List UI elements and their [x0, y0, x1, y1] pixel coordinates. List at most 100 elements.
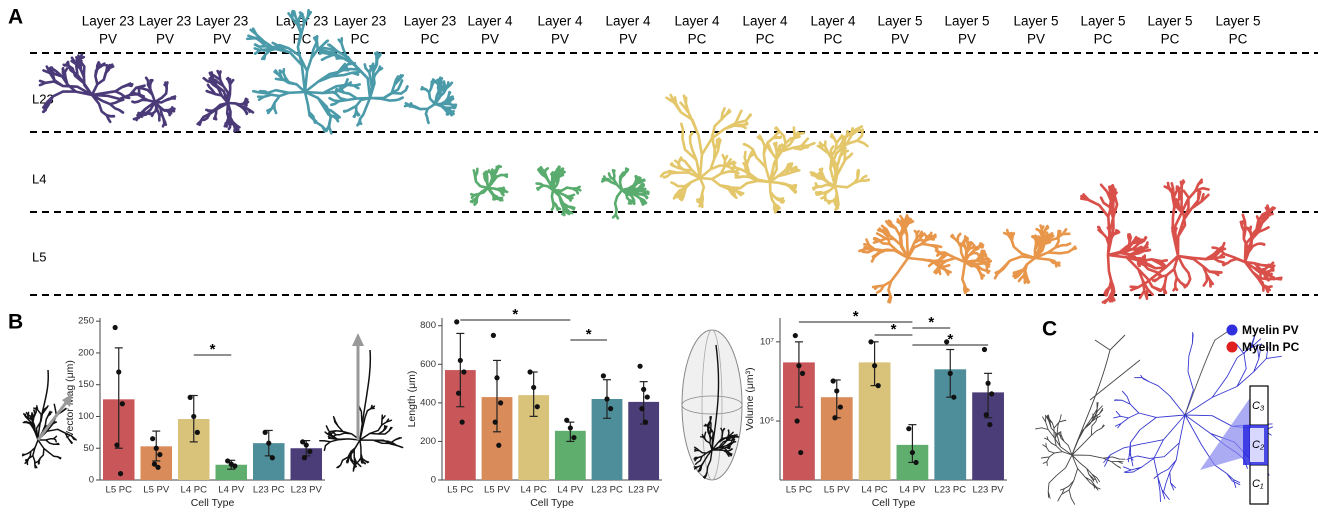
data-point — [150, 436, 156, 442]
neuron-morphology — [1129, 178, 1227, 295]
neuron-morphology — [38, 53, 146, 124]
data-point — [114, 442, 120, 448]
data-point — [455, 390, 462, 396]
column-type: PC — [688, 32, 707, 47]
data-point — [981, 346, 988, 353]
panel-label: B — [8, 311, 23, 334]
segment-label: C₃ — [1252, 400, 1265, 412]
column-layer: Layer 23 — [139, 14, 192, 29]
significance-star: * — [928, 314, 934, 331]
significance-star: * — [853, 308, 859, 325]
y-tick-label: 0 — [89, 475, 94, 486]
neuron-morphology — [1035, 402, 1126, 505]
column-layer: Layer 4 — [537, 14, 583, 29]
x-tick-label: L4 PC — [520, 485, 547, 496]
data-point — [496, 442, 502, 448]
data-point — [951, 394, 957, 400]
column-layer: Layer 5 — [1215, 14, 1260, 29]
data-point — [947, 370, 953, 376]
data-point — [600, 373, 607, 379]
data-point — [151, 461, 158, 467]
data-point — [604, 396, 610, 402]
data-point — [868, 339, 874, 345]
x-tick-label: L5 PV — [824, 485, 851, 496]
data-point — [457, 357, 463, 364]
icon-neurite — [711, 344, 720, 451]
neuron-morphology — [858, 214, 952, 304]
x-tick-label: L4 PV — [899, 485, 926, 496]
data-point — [913, 459, 919, 466]
x-tick-label: L4 PV — [218, 485, 245, 496]
icon-ellipsoid — [681, 329, 743, 481]
icon-ellipsoid-ring — [681, 395, 743, 415]
column-type: PC — [824, 32, 843, 47]
y-tick-label: 0 — [431, 475, 436, 486]
data-point — [799, 370, 806, 376]
significance-star: * — [586, 326, 592, 343]
x-tick-label: L5 PC — [786, 485, 813, 496]
data-point — [490, 332, 496, 338]
icon-neurite — [37, 369, 49, 441]
column-type: PV — [551, 32, 569, 47]
y-tick-label: 200 — [420, 436, 436, 447]
column-type: PV — [481, 32, 499, 47]
column-layer: Layer 5 — [877, 14, 922, 29]
data-point — [191, 413, 197, 420]
data-point — [792, 332, 798, 339]
column-layer: Layer 4 — [467, 14, 513, 29]
y-tick-label: 10⁷ — [760, 336, 775, 347]
significance-star: * — [210, 341, 216, 358]
column-type: PV — [958, 32, 976, 47]
data-point — [639, 406, 645, 412]
icon-ellipsoid-ring — [701, 329, 723, 481]
y-tick-label: 200 — [78, 347, 94, 358]
y-axis-title: Length (μm) — [406, 371, 418, 428]
significance-star: * — [891, 321, 897, 338]
column-layer: Layer 23 — [82, 14, 135, 29]
data-point — [567, 425, 573, 431]
x-tick-label: L5 PC — [106, 485, 133, 496]
y-tick-label: 100 — [78, 411, 94, 422]
column-type: PC — [756, 32, 775, 47]
column-layer: Layer 23 — [334, 14, 387, 29]
neuron-morphology — [927, 232, 993, 295]
data-point — [837, 404, 843, 410]
neuron-morphology — [659, 93, 752, 209]
data-point — [798, 449, 804, 456]
row-label: L4 — [32, 171, 46, 186]
column-layer: Layer 4 — [810, 14, 856, 29]
column-layer: Layer 5 — [1013, 14, 1058, 29]
neuron-morphology — [319, 399, 404, 472]
data-point — [571, 434, 577, 441]
data-point — [832, 415, 838, 421]
neuron-morphology — [196, 69, 255, 133]
y-tick-label: 150 — [78, 379, 94, 390]
data-point — [454, 319, 460, 325]
legend-swatch — [1226, 341, 1238, 353]
neuron-morphology — [727, 126, 816, 214]
data-point — [794, 418, 800, 424]
x-tick-label: L4 PC — [861, 485, 888, 496]
data-point — [608, 406, 614, 412]
column-layer: Layer 5 — [1080, 14, 1125, 29]
neuron-morphology — [131, 76, 177, 128]
x-axis-title: Cell Type — [191, 497, 235, 509]
data-point — [266, 440, 272, 446]
data-point — [117, 471, 124, 477]
y-axis-title: Volume (μm³) — [744, 367, 756, 430]
data-point — [194, 429, 200, 435]
data-point — [262, 429, 268, 435]
column-type: PV — [891, 32, 909, 47]
neuron-morphology — [1211, 204, 1283, 294]
data-point — [642, 419, 649, 425]
significance-star: * — [947, 331, 953, 348]
data-point — [307, 448, 313, 455]
neuron-morphology — [246, 8, 361, 135]
data-point — [527, 369, 533, 375]
column-type: PC — [1094, 32, 1113, 47]
legend-label: Myelln PC — [1242, 340, 1300, 354]
column-layer: Layer 4 — [674, 14, 720, 29]
legend-label: Myelin PV — [1242, 323, 1299, 337]
data-point — [492, 419, 498, 425]
